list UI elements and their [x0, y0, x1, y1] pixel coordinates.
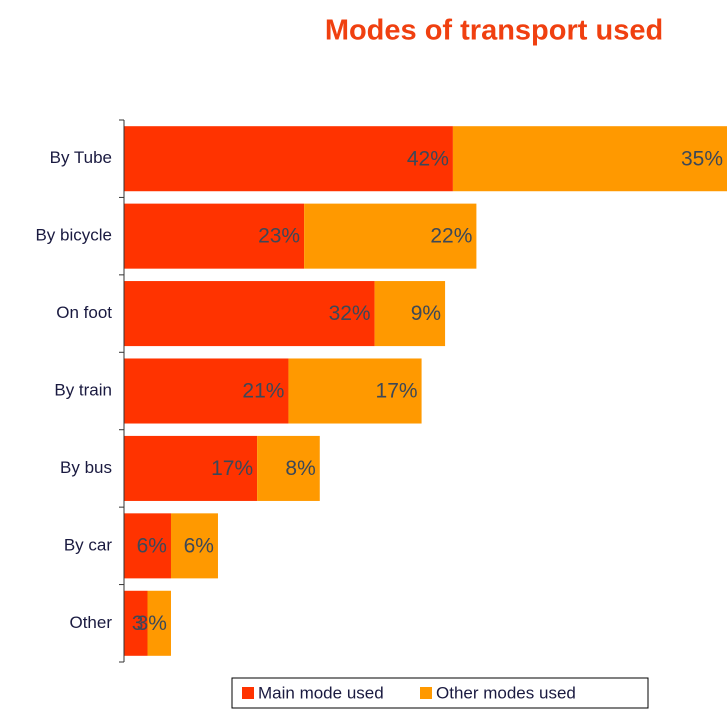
- y-tick-label: By train: [54, 380, 112, 399]
- data-label: 8%: [285, 457, 315, 480]
- y-tick-label: On foot: [56, 303, 112, 322]
- data-label: 42%: [407, 147, 449, 170]
- data-label: 21%: [242, 380, 284, 403]
- bar-segment: [288, 358, 422, 424]
- data-label: 23%: [258, 225, 300, 248]
- data-label: 32%: [329, 302, 371, 325]
- bar-segment: [124, 203, 305, 269]
- legend-label: Main mode used: [258, 683, 384, 702]
- chart-title: Modes of transport used: [325, 15, 663, 47]
- data-label: 6%: [184, 534, 214, 557]
- bar-segment: [124, 358, 289, 424]
- bar-segment: [147, 590, 171, 656]
- bar-segment: [124, 126, 453, 192]
- data-label: 17%: [376, 380, 418, 403]
- bar-segment: [257, 435, 320, 501]
- bar-segment: [170, 513, 218, 579]
- bar-segment: [374, 281, 446, 347]
- legend-label: Other modes used: [436, 683, 576, 702]
- legend-swatch: [242, 687, 254, 699]
- bar-segment: [124, 281, 375, 347]
- bar-segment: [452, 126, 727, 192]
- data-label: 22%: [430, 225, 472, 248]
- y-tick-label: Other: [69, 613, 112, 632]
- data-label: 35%: [681, 147, 723, 170]
- data-label: 17%: [211, 457, 253, 480]
- bar-segment: [304, 203, 477, 269]
- bar-segment: [124, 513, 171, 579]
- data-label: 3%: [137, 612, 167, 635]
- data-label: 3: [132, 612, 144, 635]
- y-tick-label: By bicycle: [35, 226, 112, 245]
- bar-segment: [124, 590, 148, 656]
- y-tick-label: By bus: [60, 458, 112, 477]
- bar-segment: [124, 435, 258, 501]
- y-tick-label: By Tube: [50, 148, 112, 167]
- y-tick-label: By car: [64, 535, 113, 554]
- legend-swatch: [420, 687, 432, 699]
- data-label: 9%: [411, 302, 441, 325]
- data-label: 6%: [137, 534, 167, 557]
- legend-box: [231, 677, 649, 709]
